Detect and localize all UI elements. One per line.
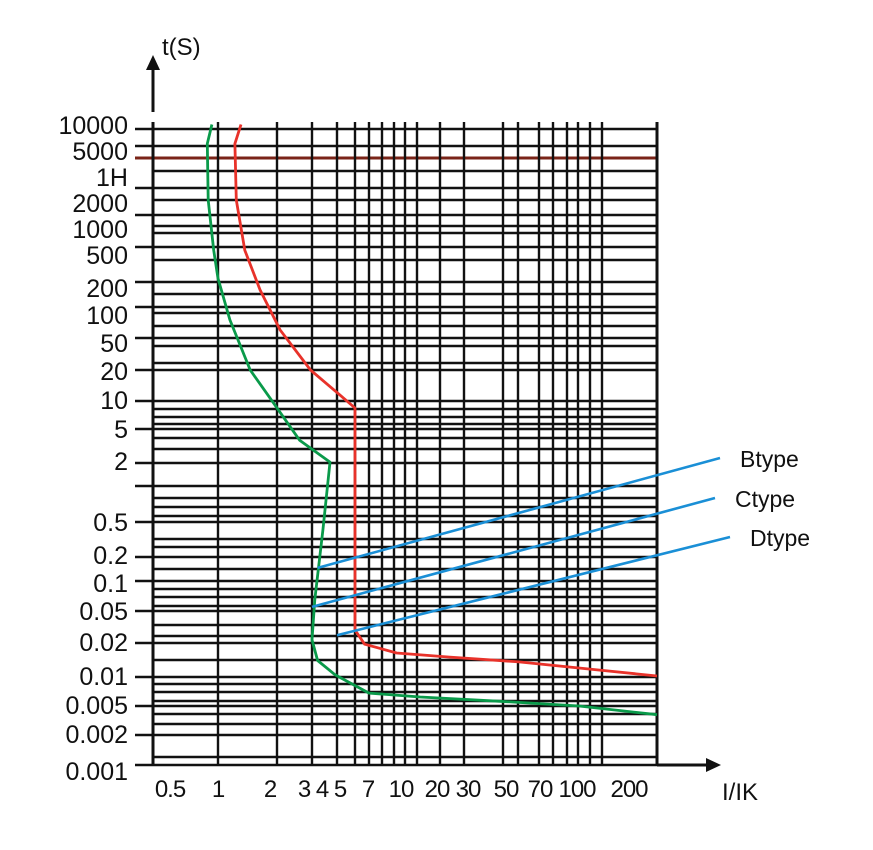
y-tick-label: 500 [86, 242, 128, 270]
x-tick-label: 5 [334, 776, 347, 803]
x-tick-label: 50 [494, 776, 519, 803]
vertical-gridlines [151, 122, 659, 765]
y-tick-label: 0.05 [79, 598, 128, 626]
y-tick-label: 0.02 [79, 629, 128, 657]
y-tick-label: 0.005 [65, 692, 128, 720]
y-tick-label: 50 [100, 330, 128, 358]
y-tick-label: 200 [86, 275, 128, 303]
y-axis-arrow-head [146, 55, 160, 70]
x-tick-label: 2 [264, 776, 277, 803]
y-tick-label: 10 [100, 387, 128, 415]
series-group [205, 124, 658, 717]
x-tick-label: 3 [298, 776, 311, 803]
x-tick-label: 200 [610, 776, 648, 803]
y-tick-label: 0.001 [65, 758, 128, 786]
y-tick-label: 2 [114, 448, 128, 476]
x-tick-label: 4 [316, 776, 329, 803]
y-tick-label: 0.01 [79, 663, 128, 691]
y-tick-label: 1H [96, 164, 128, 192]
annotation-leader-line [336, 535, 731, 637]
x-tick-label: 0.5 [155, 776, 186, 803]
x-tick-label: 20 [425, 776, 450, 803]
annotations-group: Btype Ctype Dtype [311, 446, 810, 637]
annotation-label-ctype: Ctype [735, 486, 795, 512]
y-axis-label: t(S) [162, 34, 201, 61]
y-tick-label: 100 [86, 302, 128, 330]
y-tick-label: 0.2 [93, 542, 128, 570]
x-tick-label: 100 [558, 776, 596, 803]
y-tick-label: 0.5 [93, 509, 128, 537]
y-tick-label: 0.1 [93, 570, 128, 598]
x-axis-arrow-head [706, 758, 721, 772]
x-tick-label: 70 [528, 776, 553, 803]
annotation-label-dtype: Dtype [750, 525, 810, 551]
y-tick-label: 1000 [72, 216, 128, 244]
x-tick-label: 30 [456, 776, 481, 803]
x-tick-label: 10 [389, 776, 414, 803]
x-tick-labels: 0.5 1 2 3 4 5 7 10 20 30 50 70 100 200 [155, 776, 649, 803]
series-line-red [233, 124, 658, 678]
y-tick-label: 2000 [72, 190, 128, 218]
y-tick-label: 0.002 [65, 721, 128, 749]
x-tick-label: 7 [362, 776, 375, 803]
x-tick-label: 1 [212, 776, 225, 803]
y-tick-label: 20 [100, 358, 128, 386]
annotation-leader-line [317, 456, 721, 570]
y-tick-label: 5000 [72, 138, 128, 166]
y-tick-label: 5 [114, 416, 128, 444]
x-axis-label: I/IK [722, 779, 758, 806]
y-tick-label: 10000 [58, 112, 128, 140]
annotation-leader-line [311, 496, 716, 609]
series-line-green [205, 124, 658, 717]
annotation-label-btype: Btype [740, 446, 799, 472]
